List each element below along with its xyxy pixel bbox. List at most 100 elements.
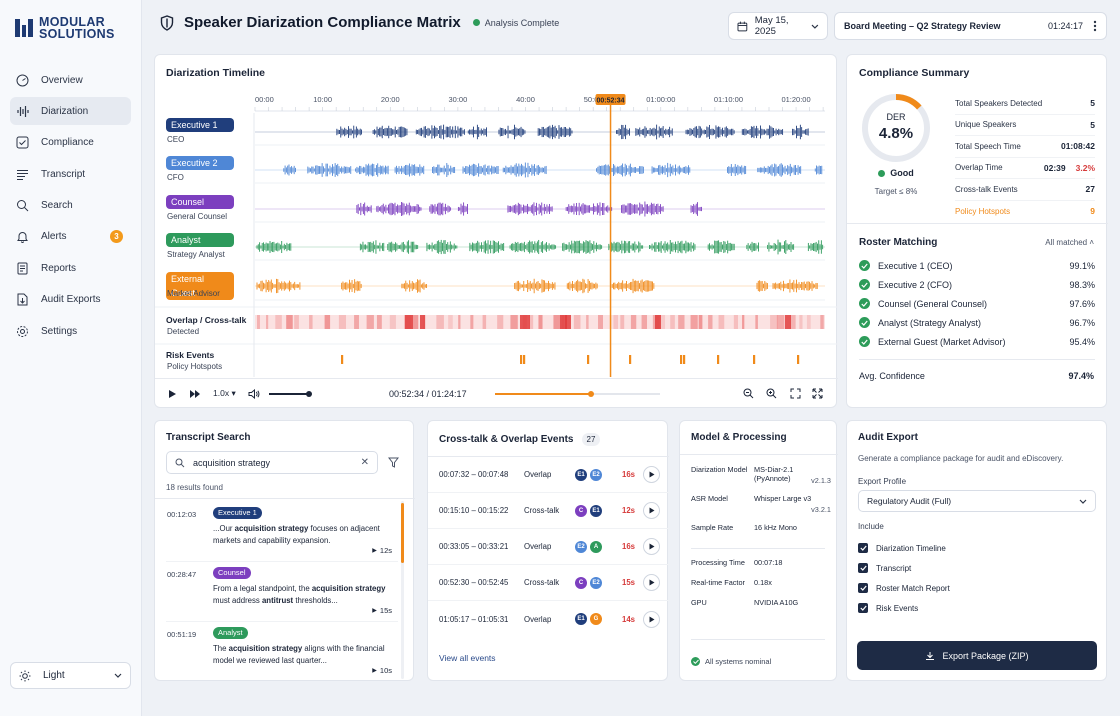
roster-value: 96.7% (1069, 317, 1095, 328)
filter-icon[interactable] (388, 457, 399, 468)
risk-marker[interactable] (523, 355, 526, 364)
event-row[interactable]: 01:05:17 – 01:05:31 Overlap E1 G 14s (428, 601, 669, 637)
scrubber[interactable] (495, 391, 660, 397)
sidebar-item-search[interactable]: Search (10, 192, 131, 220)
model-row: Diarization Model MS-Diar-2.1 (PyAnnote) v… (691, 465, 831, 494)
summary-title: Compliance Summary (859, 67, 970, 79)
summary-label: Cross-talk Events (955, 184, 1018, 194)
volume-slider[interactable] (268, 390, 312, 397)
risk-marker[interactable] (520, 355, 523, 364)
play-event-button[interactable] (643, 538, 660, 555)
sidebar-item-audit-exports[interactable]: Audit Exports (10, 286, 131, 314)
search-result[interactable]: 00:51:19 Analyst The acquisition strategy … (166, 622, 398, 682)
timeline-chart[interactable]: 00:00 10:00 20:00 30:00 40:00 50:00 01:00:00 01… (155, 55, 838, 409)
search-input[interactable]: acquisition strategy ✕ (166, 451, 378, 474)
zoom-out-icon[interactable] (743, 388, 754, 399)
roster-status[interactable]: All matched ˄ (1045, 238, 1094, 247)
export-package-button[interactable]: Export Package (ZIP) (857, 641, 1097, 670)
event-type: Overlap (524, 542, 552, 551)
zoom-in-icon[interactable] (766, 388, 777, 399)
model-value: Whisper Large v3 (754, 494, 812, 503)
speaker-pill[interactable]: Analyst (166, 233, 234, 247)
risk-sub: Policy Hotspots (167, 362, 223, 371)
speaker-role: General Counsel (167, 212, 228, 221)
include-option[interactable]: Roster Match Report (858, 578, 1088, 598)
meeting-selector[interactable]: Board Meeting – Q2 Strategy Review 01:24… (834, 12, 1107, 40)
checkbox-checked-icon[interactable] (858, 563, 868, 573)
event-row[interactable]: 00:52:30 – 00:52:45 Cross-talk C E2 15s (428, 565, 669, 601)
risk-marker[interactable] (680, 355, 683, 364)
sidebar-item-diarization[interactable]: Diarization (10, 97, 131, 126)
risk-marker[interactable] (629, 355, 632, 364)
results-scrollbar[interactable] (401, 501, 404, 679)
checkbox-checked-icon[interactable] (858, 583, 868, 593)
event-row[interactable]: 00:33:05 – 00:33:21 Overlap E2 A 16s (428, 529, 669, 565)
playhead[interactable]: 00:52:34 (595, 94, 626, 377)
date-value: May 15, 2025 (754, 15, 789, 37)
sidebar-item-label: Overview (41, 74, 83, 86)
play-event-button[interactable] (643, 466, 660, 483)
include-option[interactable]: Diarization Timeline (858, 538, 1088, 558)
export-profile-select[interactable]: Regulatory Audit (Full) (858, 490, 1096, 512)
sidebar-item-overview[interactable]: Overview (10, 66, 131, 94)
event-row[interactable]: 00:07:32 – 00:07:48 Overlap E1 E2 16s (428, 457, 669, 493)
view-all-events-link[interactable]: View all events (439, 653, 496, 663)
processing-value: NVIDIA A10G (754, 598, 799, 607)
der-target: Target ≤ 8% (874, 187, 918, 196)
sidebar-item-transcript[interactable]: Transcript (10, 160, 131, 188)
search-result[interactable]: 00:12:03 Executive 1 ...Our acquisition st… (166, 502, 398, 562)
risk-marker[interactable] (341, 355, 344, 364)
result-duration[interactable]: ▶ 15s (372, 606, 392, 615)
result-duration[interactable]: ▶ 12s (372, 546, 392, 555)
summary-label: Total Speech Time (955, 141, 1021, 151)
risk-marker[interactable] (587, 355, 590, 364)
clear-icon[interactable]: ✕ (360, 457, 369, 468)
page-title: Speaker Diarization Compliance Matrix (184, 14, 461, 31)
speaker-pill[interactable]: External Guest (166, 272, 234, 300)
include-option[interactable]: Risk Events (858, 598, 1088, 618)
speaker-pill[interactable]: Executive 1 (166, 118, 234, 132)
speed-select[interactable]: 1.0x ▾ (213, 388, 236, 398)
risk-marker[interactable] (753, 355, 756, 364)
event-type: Cross-talk (524, 578, 560, 587)
roster-item: Counsel (General Counsel) 97.6% (859, 294, 1095, 313)
sidebar-item-reports[interactable]: Reports (10, 254, 131, 282)
result-duration[interactable]: ▶ 10s (372, 666, 392, 675)
play-event-button[interactable] (643, 610, 660, 628)
play-event-button[interactable] (643, 502, 660, 519)
sidebar-item-alerts[interactable]: Alerts 3 (10, 223, 131, 251)
checkbox-checked-icon[interactable] (858, 603, 868, 613)
transcript-icon (17, 169, 28, 180)
sun-icon (19, 670, 31, 681)
brand-line2: SOLUTIONS (39, 27, 115, 41)
volume-icon[interactable] (248, 388, 260, 399)
risk-marker[interactable] (717, 355, 720, 364)
play-event-button[interactable] (643, 574, 660, 591)
meeting-title: Board Meeting – Q2 Strategy Review (844, 21, 1001, 31)
date-picker[interactable]: May 15, 2025 (728, 12, 828, 40)
sidebar-item-compliance[interactable]: Compliance (10, 129, 131, 157)
sidebar-item-settings[interactable]: Settings (10, 317, 131, 345)
risk-marker[interactable] (797, 355, 800, 364)
theme-select[interactable]: Light (10, 662, 131, 689)
theme-label: Light (43, 670, 65, 681)
fullscreen-icon[interactable] (812, 388, 823, 399)
fit-icon[interactable] (790, 388, 801, 399)
summary-value: 01:08:42 (1060, 141, 1095, 152)
checkbox-checked-icon[interactable] (858, 543, 868, 553)
speaker-pill[interactable]: Counsel (166, 195, 234, 209)
roster-list: Executive 1 (CEO) 99.1% Executive 2 (CFO) 9… (859, 256, 1095, 351)
logo-icon (15, 19, 34, 37)
speaker-pill[interactable]: Executive 2 (166, 156, 234, 170)
search-result[interactable]: 00:28:47 Counsel From a legal standpoint, … (166, 562, 398, 622)
sidebar-item-label: Settings (41, 325, 78, 337)
summary-value: 02:39 (1043, 162, 1066, 173)
more-icon[interactable] (1093, 20, 1097, 32)
sidebar-item-label: Audit Exports (41, 294, 101, 306)
play-icon[interactable] (167, 389, 177, 399)
risk-marker[interactable] (683, 355, 686, 364)
der-status: Good (861, 168, 931, 178)
fast-forward-icon[interactable] (189, 389, 201, 399)
event-row[interactable]: 00:15:10 – 00:15:22 Cross-talk C E1 12s (428, 493, 669, 529)
include-option[interactable]: Transcript (858, 558, 1088, 578)
